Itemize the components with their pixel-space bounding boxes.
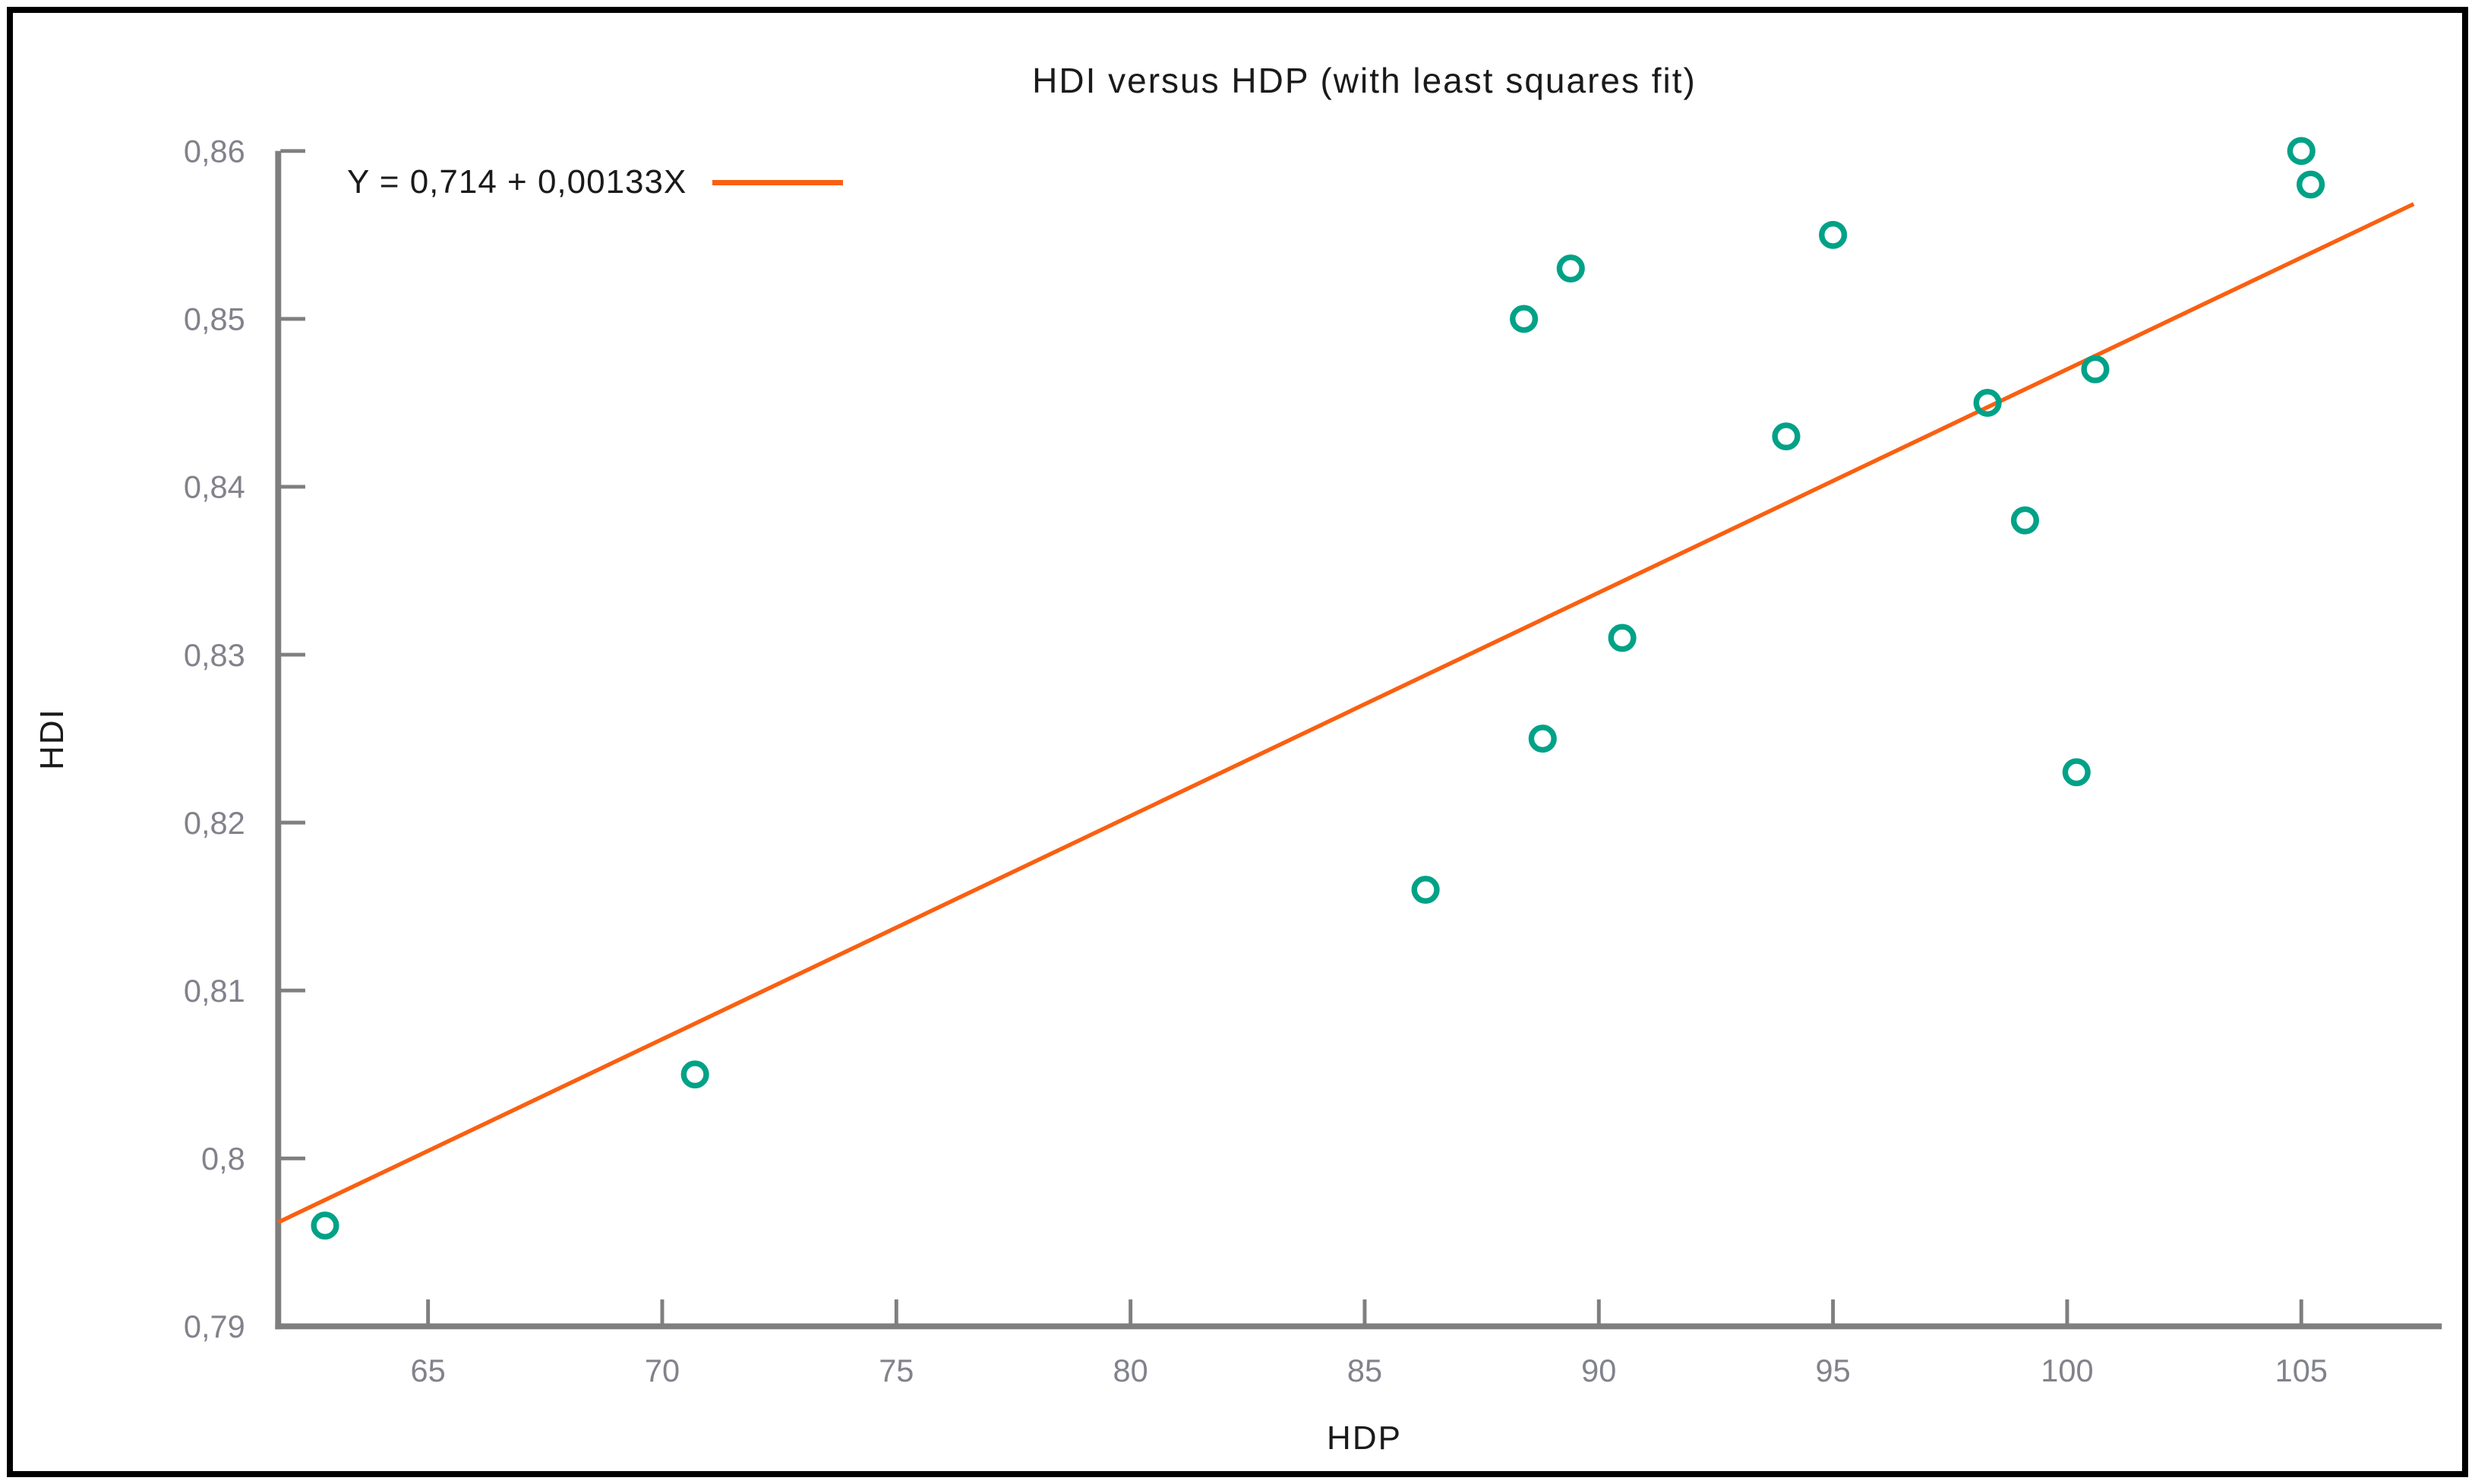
data-point [1411,876,1440,904]
data-point [1556,254,1585,283]
x-axis-label: HDP [1327,1419,1402,1457]
data-point [680,1060,709,1089]
data-point [311,1211,339,1240]
y-tick-label: 0,84 [184,470,245,505]
data-point [1528,725,1557,753]
data-point [2062,758,2091,787]
x-tick-label: 65 [411,1353,446,1388]
x-tick-label: 95 [1816,1353,1851,1388]
x-tick-label: 75 [879,1353,914,1388]
x-tick-label: 80 [1113,1353,1148,1388]
y-tick-label: 0,79 [184,1309,245,1344]
figure-border: 65 70 75 80 85 90 95 100 105 0,86 0,85 0,84 0,83 0,82… [7,7,2468,1477]
legend-line-sample [712,179,844,185]
data-point [2287,137,2316,166]
x-tick-label: 105 [2275,1353,2328,1388]
x-tick-label: 70 [645,1353,680,1388]
scatter-chart: 65 70 75 80 85 90 95 100 105 0,86 0,85 0,84 0,83 0,82… [184,134,2442,1388]
data-point [1608,624,1637,652]
data-point [2010,506,2040,535]
data-point [2081,355,2110,384]
chart-title: HDI versus HDP (with least squares fit) [1032,61,1697,100]
legend-label: Y = 0,714 + 0,00133X [347,163,687,200]
y-tick-label: 0,82 [184,806,245,841]
x-tick-label: 85 [1347,1353,1382,1388]
y-tick-label: 0,8 [201,1141,245,1176]
y-tick-label: 0,85 [184,302,245,337]
x-tick-label: 90 [1581,1353,1616,1388]
y-axis-label: HDI [33,708,71,770]
data-point [1973,388,2002,417]
data-point [1772,422,1801,451]
y-tick-label: 0,81 [184,974,245,1009]
data-point [1510,305,1539,333]
y-tick-label: 0,86 [184,134,245,169]
legend: Y = 0,714 + 0,00133X [347,163,844,201]
data-point [1819,220,1848,249]
x-tick-label: 100 [2041,1353,2093,1388]
fit-line [277,202,2415,1224]
data-point [2297,170,2325,199]
y-tick-label: 0,83 [184,638,245,673]
